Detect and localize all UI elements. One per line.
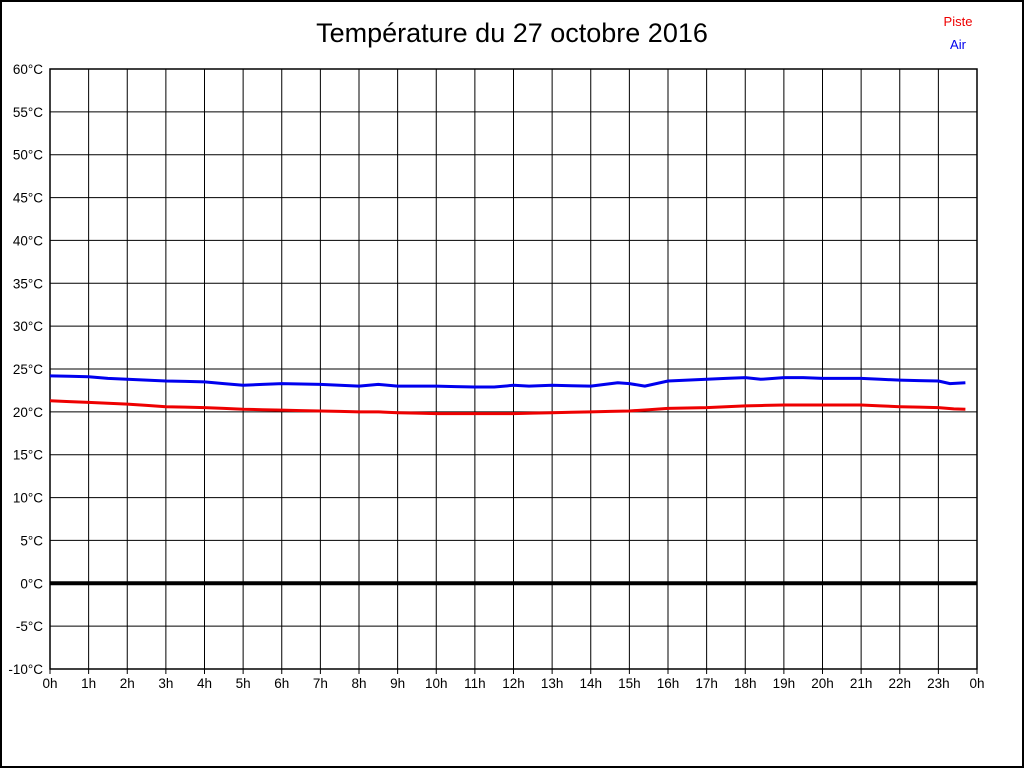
y-axis-label: 0°C <box>20 576 43 591</box>
legend-item-air: Air <box>922 37 994 52</box>
y-axis-label: 10°C <box>13 491 43 506</box>
x-axis-label: 8h <box>351 676 366 691</box>
y-axis-label: -10°C <box>8 662 43 677</box>
x-axis-label: 1h <box>81 676 96 691</box>
x-axis-label: 5h <box>236 676 251 691</box>
legend-item-piste: Piste <box>922 14 994 29</box>
x-axis-label: 14h <box>579 676 602 691</box>
y-axis-label: 45°C <box>13 191 43 206</box>
y-axis-label: 60°C <box>13 62 43 77</box>
x-axis-label: 20h <box>811 676 834 691</box>
x-axis-label: 9h <box>390 676 405 691</box>
series-line-piste <box>49 399 966 416</box>
x-axis-label: 19h <box>773 676 796 691</box>
x-axis-label: 22h <box>888 676 911 691</box>
legend-label-piste: Piste <box>943 14 973 29</box>
x-axis-label: 15h <box>618 676 641 691</box>
x-axis-label: 16h <box>657 676 680 691</box>
x-axis-label: 12h <box>502 676 525 691</box>
x-axis-label: 11h <box>464 676 486 691</box>
x-axis-label: 0h <box>42 676 57 691</box>
legend-label-air: Air <box>950 37 966 52</box>
chart-title: Température du 27 octobre 2016 <box>316 18 708 48</box>
y-axis-label: -5°C <box>16 619 43 634</box>
y-axis-label: 15°C <box>13 448 43 463</box>
y-axis-label: 40°C <box>13 233 43 248</box>
y-axis-label: 5°C <box>20 533 43 548</box>
x-axis-label: 2h <box>120 676 135 691</box>
y-axis-label: 25°C <box>13 362 43 377</box>
x-axis-label: 10h <box>425 676 448 691</box>
plot-frame <box>49 68 978 670</box>
x-axis-label: 18h <box>734 676 757 691</box>
x-axis-label: 21h <box>850 676 873 691</box>
y-axis-label: 30°C <box>13 319 43 334</box>
series-line-air <box>49 374 966 389</box>
y-axis-label: 20°C <box>13 405 43 420</box>
x-axis-label: 6h <box>274 676 289 691</box>
x-axis-label: 13h <box>541 676 564 691</box>
y-axis-label: 35°C <box>13 276 43 291</box>
x-axis-label: 7h <box>313 676 328 691</box>
x-axis-label: 17h <box>695 676 718 691</box>
x-axis-label: 23h <box>927 676 950 691</box>
x-axis-label: 3h <box>158 676 173 691</box>
y-axis-label: 55°C <box>13 105 43 120</box>
x-axis-label: 0h <box>969 676 984 691</box>
y-axis-label: 50°C <box>13 148 43 163</box>
x-axis-label: 4h <box>197 676 212 691</box>
